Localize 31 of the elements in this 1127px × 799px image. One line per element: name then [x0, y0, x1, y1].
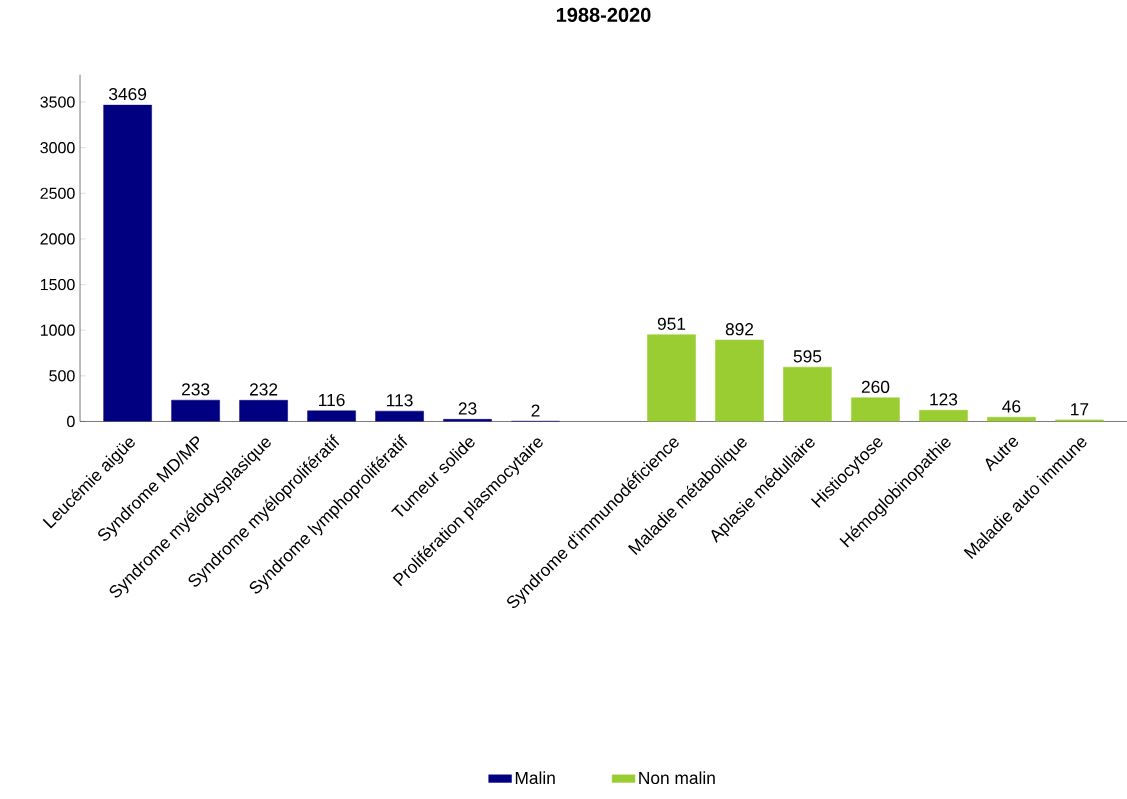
y-tick-label: 3500	[40, 96, 75, 108]
data-label: 2	[531, 404, 540, 417]
y-tick-label: 2000	[40, 233, 75, 245]
data-label: 233	[182, 383, 210, 396]
bar	[987, 417, 1036, 422]
data-label: 595	[793, 350, 822, 363]
y-tick-label: 3000	[40, 142, 75, 154]
bar	[715, 339, 764, 422]
y-tick-label: 1000	[40, 324, 75, 336]
data-label: 232	[250, 383, 278, 396]
data-label: 260	[861, 380, 890, 394]
data-label: 123	[930, 393, 958, 406]
y-tick-label: 1500	[40, 278, 75, 291]
legend-label: Malin	[515, 771, 555, 785]
bar	[647, 334, 696, 422]
data-label: 46	[1002, 400, 1021, 413]
data-label: 951	[657, 317, 686, 330]
bar	[783, 366, 832, 422]
data-label: 3469	[109, 87, 147, 101]
data-label: 116	[319, 393, 345, 407]
legend-label: Non malin	[639, 771, 715, 785]
data-label: 892	[725, 323, 754, 336]
y-tick-label: 500	[49, 370, 75, 382]
data-label: 17	[1071, 403, 1089, 416]
data-label: 23	[458, 402, 477, 415]
data-label: 113	[387, 394, 413, 407]
y-tick-label: 2500	[40, 187, 75, 200]
bar	[919, 410, 968, 422]
bar	[851, 397, 900, 422]
y-tick-label: 0	[67, 415, 75, 428]
chart-title: 1988-2020	[556, 7, 651, 22]
